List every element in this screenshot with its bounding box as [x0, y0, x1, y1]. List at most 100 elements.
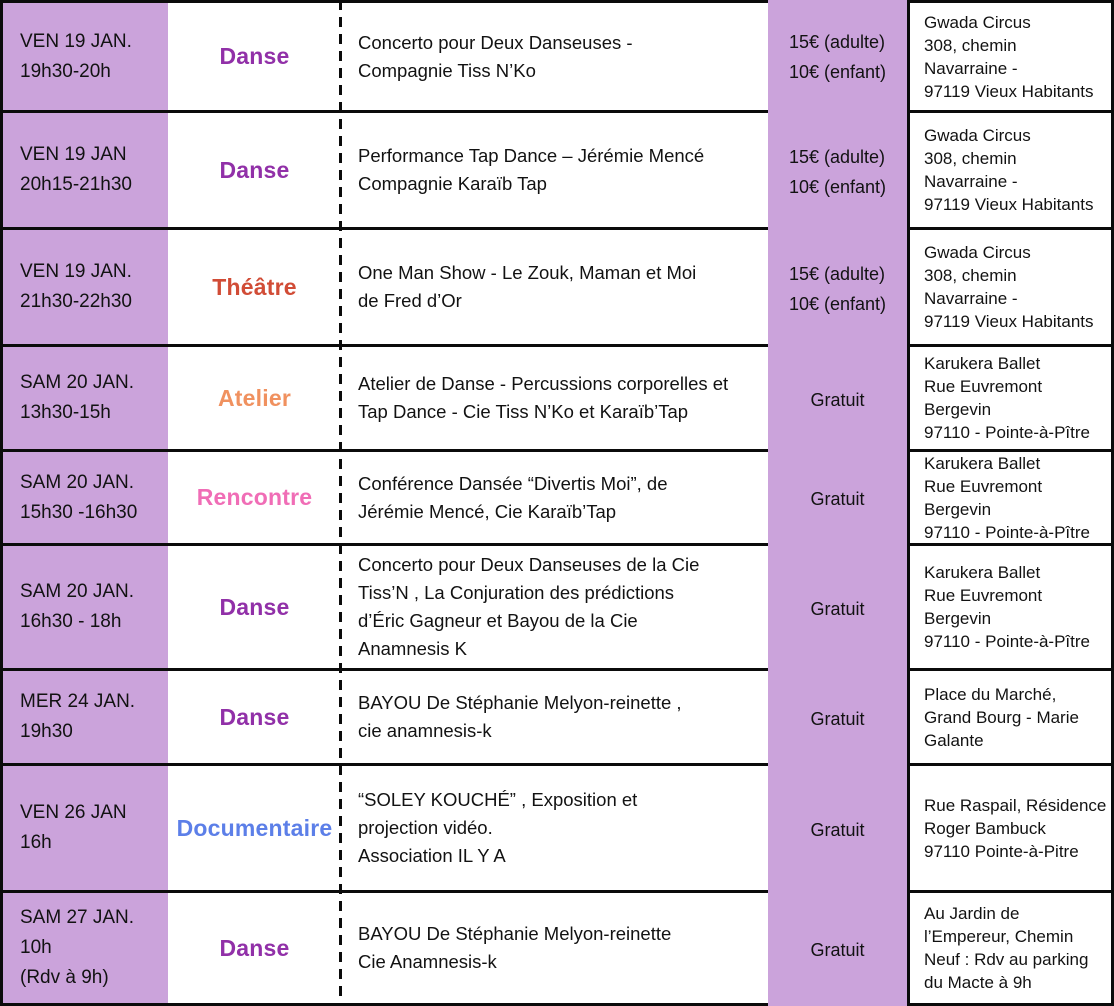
- category-label: Danse: [219, 43, 290, 69]
- category-label: Atelier: [218, 384, 291, 411]
- date-line: 19h30-20h: [20, 60, 111, 82]
- location-cell: Place du Marché, Grand Bourg - Marie Galan…: [907, 671, 1111, 766]
- description-cell: Concerto pour Deux Danseuses de la Cie Ti…: [341, 546, 768, 671]
- date-cell: SAM 20 JAN. 15h30 -16h30: [3, 452, 168, 546]
- location-line: Au Jardin de: [924, 904, 1020, 923]
- location-line: 97110 - Pointe-à-Pître: [924, 522, 1090, 542]
- location-line: 97110 Pointe-à-Pitre: [924, 841, 1079, 861]
- description-line: Atelier de Danse - Percussions corporell…: [358, 373, 729, 394]
- location-line: Rue Euvremont: [924, 377, 1043, 396]
- location-line: Rue Euvremont: [924, 476, 1043, 496]
- event-location: Gwada Circus 308, chemin Navarraine - 97119…: [924, 124, 1111, 216]
- location-line: 97119 Vieux Habitants: [924, 81, 1094, 101]
- date-line: 19h30: [20, 721, 73, 742]
- date-line: (Rdv à 9h): [20, 967, 109, 988]
- location-line: 97110 - Pointe-à-Pître: [924, 632, 1090, 651]
- date-line: 21h30-22h30: [20, 291, 132, 312]
- location-line: du Macte à 9h: [924, 973, 1032, 992]
- category-label: Théâtre: [212, 273, 297, 300]
- description-cell: One Man Show - Le Zouk, Maman et Moi de F…: [341, 230, 768, 347]
- event-description: BAYOU De Stéphanie Melyon-reinette , cie …: [358, 689, 768, 745]
- event-location: Karukera Ballet Rue Euvremont Bergevin 9711…: [924, 452, 1111, 543]
- category-cell: Théâtre: [168, 230, 341, 347]
- description-line: Concerto pour Deux Danseuses de la Cie: [358, 554, 700, 575]
- event-datetime: SAM 27 JAN. 10h (Rdv à 9h): [20, 903, 168, 993]
- category-cell: Rencontre: [168, 452, 341, 546]
- location-cell: Karukera Ballet Rue Euvremont Bergevin 9711…: [907, 452, 1111, 546]
- category-cell: Atelier: [168, 347, 341, 452]
- price-line: Gratuit: [810, 939, 865, 960]
- category-label: Danse: [219, 593, 290, 620]
- location-cell: Karukera Ballet Rue Euvremont Bergevin 9711…: [907, 347, 1111, 452]
- location-line: l’Empereur, Chemin: [924, 927, 1074, 946]
- description-line: d’Éric Gagneur et Bayou de la Cie: [358, 610, 638, 631]
- category-label: Danse: [219, 703, 290, 730]
- location-cell: Gwada Circus 308, chemin Navarraine - 97119…: [907, 113, 1111, 230]
- price-line: 10€ (enfant): [788, 293, 887, 314]
- price-cell: Gratuit: [768, 766, 907, 893]
- category-label: Danse: [219, 156, 290, 183]
- event-description: One Man Show - Le Zouk, Maman et Moi de F…: [358, 259, 768, 315]
- category-cell: Documentaire: [168, 766, 341, 893]
- description-cell: Conférence Dansée “Divertis Moi”, de Jéré…: [341, 452, 768, 546]
- event-datetime: SAM 20 JAN. 16h30 - 18h: [20, 577, 168, 637]
- description-line: Tiss’N , La Conjuration des prédictions: [358, 582, 675, 603]
- location-line: Bergevin: [924, 609, 992, 628]
- description-line: Compagnie Karaïb Tap: [358, 173, 547, 194]
- category-cell: Danse: [168, 893, 341, 1006]
- location-line: Karukera Ballet: [924, 453, 1041, 473]
- location-line: Grand Bourg - Marie: [924, 707, 1079, 727]
- date-cell: SAM 20 JAN. 13h30-15h: [3, 347, 168, 452]
- description-line: Association IL Y A: [358, 845, 506, 866]
- description-line: Compagnie Tiss N’Ko: [358, 59, 536, 81]
- event-datetime: SAM 20 JAN. 13h30-15h: [20, 368, 168, 428]
- description-line: Jérémie Mencé, Cie Karaïb’Tap: [358, 500, 617, 522]
- location-line: Bergevin: [924, 400, 992, 419]
- description-line: Concerto pour Deux Danseuses -: [358, 31, 633, 53]
- location-line: Gwada Circus: [924, 126, 1031, 145]
- description-line: Performance Tap Dance – Jérémie Mencé: [358, 145, 705, 166]
- date-line: VEN 26 JAN: [20, 802, 127, 823]
- event-datetime: SAM 20 JAN. 15h30 -16h30: [20, 468, 168, 528]
- description-line: cie anamnesis-k: [358, 720, 492, 741]
- location-line: Bergevin: [924, 499, 992, 519]
- location-line: Gwada Circus: [924, 243, 1031, 262]
- event-location: Rue Raspail, Résidence Roger Bambuck 97110…: [924, 794, 1111, 863]
- location-line: Karukera Ballet: [924, 354, 1041, 373]
- category-label: Rencontre: [196, 484, 313, 510]
- location-cell: Gwada Circus 308, chemin Navarraine - 97119…: [907, 230, 1111, 347]
- date-line: VEN 19 JAN.: [20, 261, 132, 282]
- price-cell: Gratuit: [768, 452, 907, 546]
- description-cell: Atelier de Danse - Percussions corporell…: [341, 347, 768, 452]
- location-line: Rue Euvremont: [924, 586, 1043, 605]
- event-location: Karukera Ballet Rue Euvremont Bergevin 9711…: [924, 561, 1111, 653]
- date-line: SAM 27 JAN.: [20, 907, 135, 928]
- date-line: 20h15-21h30: [20, 174, 132, 195]
- location-line: Navarraine -: [924, 289, 1018, 308]
- location-line: Neuf : Rdv au parking: [924, 950, 1089, 969]
- event-location: Gwada Circus 308, chemin Navarraine - 97119…: [924, 241, 1111, 333]
- event-price: Gratuit: [810, 385, 864, 415]
- date-line: 13h30-15h: [20, 402, 111, 423]
- price-cell: Gratuit: [768, 893, 907, 1006]
- event-description: BAYOU De Stéphanie Melyon-reinette Cie An…: [358, 920, 768, 976]
- price-line: Gratuit: [810, 708, 865, 729]
- description-cell: Concerto pour Deux Danseuses - Compagnie …: [341, 0, 768, 113]
- location-line: Navarraine -: [924, 172, 1018, 191]
- event-price: 15€ (adulte) 10€ (enfant): [789, 259, 886, 319]
- category-cell: Danse: [168, 113, 341, 230]
- date-line: 16h: [20, 832, 52, 853]
- description-line: BAYOU De Stéphanie Melyon-reinette ,: [358, 692, 682, 713]
- event-description: Conférence Dansée “Divertis Moi”, de Jéré…: [358, 470, 768, 526]
- date-line: 15h30 -16h30: [20, 501, 138, 523]
- description-line: Anamnesis K: [358, 638, 467, 659]
- price-line: Gratuit: [810, 489, 865, 509]
- description-line: One Man Show - Le Zouk, Maman et Moi: [358, 262, 697, 283]
- location-line: 97110 - Pointe-à-Pître: [924, 423, 1090, 442]
- date-cell: VEN 19 JAN. 19h30-20h: [3, 0, 168, 113]
- event-datetime: VEN 26 JAN 16h: [20, 798, 168, 858]
- price-line: Gratuit: [810, 819, 865, 840]
- description-cell: Performance Tap Dance – Jérémie Mencé Com…: [341, 113, 768, 230]
- event-price: 15€ (adulte) 10€ (enfant): [789, 27, 886, 87]
